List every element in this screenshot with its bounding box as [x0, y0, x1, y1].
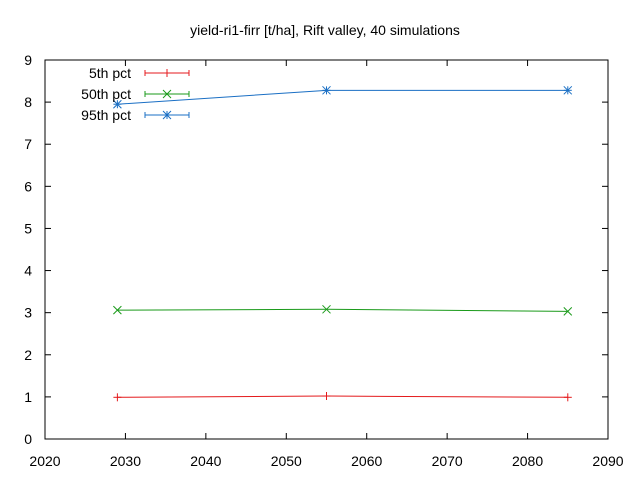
y-tick-label: 1: [24, 389, 32, 405]
star-point-marker: [162, 110, 172, 120]
star-point-marker: [322, 85, 331, 95]
plus-point-marker: [322, 392, 331, 401]
y-tick-label: 7: [24, 136, 32, 152]
y-tick-label: 4: [24, 263, 32, 279]
cross-point-marker: [322, 304, 331, 314]
legend-label: 5th pct: [89, 65, 131, 81]
x-tick-label: 2080: [512, 453, 543, 469]
star-point-marker: [563, 85, 573, 95]
y-tick-label: 6: [24, 178, 32, 194]
y-tick-label: 8: [24, 94, 32, 110]
y-tick-label: 5: [24, 220, 32, 236]
y-tick-label: 9: [24, 52, 32, 68]
series-line: [117, 395, 568, 398]
y-tick-label: 0: [24, 431, 32, 447]
x-tick-label: 2050: [271, 453, 302, 469]
x-tick-label: 2020: [29, 453, 60, 469]
y-tick-label: 2: [24, 347, 32, 363]
series-line: [117, 308, 568, 312]
legend-label: 95th pct: [81, 107, 131, 123]
cross-point-marker: [113, 305, 122, 315]
y-tick-label: 3: [24, 305, 32, 321]
x-tick-label: 2070: [432, 453, 463, 469]
plus-point-marker: [163, 69, 171, 77]
x-tick-label: 2040: [190, 453, 221, 469]
series-line: [117, 89, 568, 105]
cross-point-marker: [563, 307, 573, 316]
x-tick-label: 2090: [592, 453, 623, 469]
plot-frame: [44, 59, 609, 440]
x-tick-label: 2030: [110, 453, 141, 469]
plus-point-marker: [113, 393, 122, 402]
cross-point-marker: [162, 89, 172, 99]
star-point-marker: [113, 99, 122, 109]
legend-label: 50th pct: [81, 86, 131, 102]
plus-point-marker: [563, 393, 572, 402]
chart-title: yield-ri1-firr [t/ha], Rift valley, 40 s…: [190, 22, 460, 38]
x-tick-label: 2060: [351, 453, 382, 469]
